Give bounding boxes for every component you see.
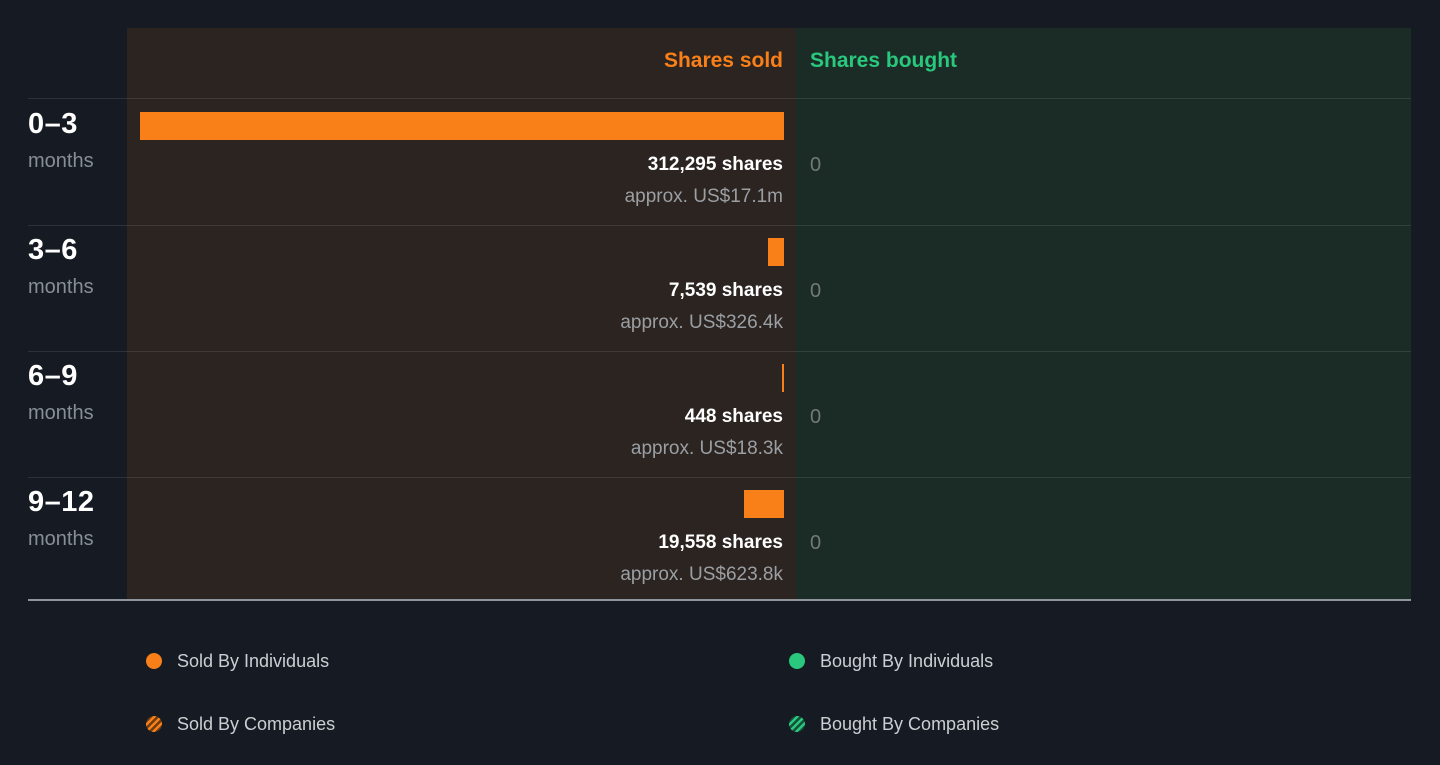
bought-shares-label: 0 — [810, 154, 822, 176]
row-divider — [28, 477, 1411, 478]
sold-shares-label: 312,295 shares — [647, 154, 783, 175]
sold-value-label: approx. US$17.1m — [624, 186, 783, 207]
shares-sold-header: Shares sold — [663, 49, 783, 72]
period-unit-label: months — [28, 528, 94, 550]
sold-value-label: approx. US$623.8k — [620, 564, 783, 585]
period-label: 0–3 — [28, 108, 78, 140]
shares-bought-header: Shares bought — [810, 49, 958, 72]
legend-label: Sold By Individuals — [177, 651, 330, 671]
sold-bar[interactable] — [768, 238, 784, 266]
row-divider — [28, 351, 1411, 352]
legend-label: Bought By Companies — [820, 714, 1000, 734]
bought-individuals-swatch-icon — [789, 653, 805, 669]
legend-bought-by-companies[interactable]: Bought By Companies — [789, 713, 999, 735]
sold-bar[interactable] — [140, 112, 784, 140]
sold-companies-swatch-icon — [146, 716, 162, 732]
sold-value-label: approx. US$18.3k — [630, 438, 783, 459]
sold-individuals-swatch-icon — [146, 653, 162, 669]
chart-row-9-12-months: 9–12 months 19,558 shares approx. US$623… — [0, 477, 1440, 601]
period-unit-label: months — [28, 402, 94, 424]
bought-shares-label: 0 — [810, 280, 822, 302]
period-label: 3–6 — [28, 234, 78, 266]
chart-row-3-6-months: 3–6 months 7,539 shares approx. US$326.4… — [0, 225, 1440, 351]
period-label: 6–9 — [28, 360, 78, 392]
chart-row-6-9-months: 6–9 months 448 shares approx. US$18.3k 0 — [0, 351, 1440, 477]
legend-sold-by-individuals[interactable]: Sold By Individuals — [146, 650, 329, 672]
sold-shares-label: 19,558 shares — [658, 532, 783, 553]
sold-bar[interactable] — [782, 364, 784, 392]
sold-shares-label: 448 shares — [684, 406, 783, 427]
legend-bought-by-individuals[interactable]: Bought By Individuals — [789, 650, 993, 672]
bought-companies-swatch-icon — [789, 716, 805, 732]
row-divider — [28, 225, 1411, 226]
legend-sold-by-companies[interactable]: Sold By Companies — [146, 713, 335, 735]
chart-row-0-3-months: 0–3 months 312,295 shares approx. US$17.… — [0, 99, 1440, 225]
bought-shares-label: 0 — [810, 532, 822, 554]
baseline-axis — [28, 599, 1411, 601]
sold-bar[interactable] — [744, 490, 784, 518]
sold-shares-label: 7,539 shares — [668, 280, 783, 301]
shares-bought-panel — [796, 28, 1411, 601]
sold-value-label: approx. US$326.4k — [620, 312, 783, 333]
period-unit-label: months — [28, 276, 94, 298]
period-unit-label: months — [28, 150, 94, 172]
row-divider — [28, 98, 1411, 99]
period-label: 9–12 — [28, 486, 95, 518]
legend-label: Bought By Individuals — [820, 651, 994, 671]
legend-label: Sold By Companies — [177, 714, 336, 734]
bought-shares-label: 0 — [810, 406, 822, 428]
